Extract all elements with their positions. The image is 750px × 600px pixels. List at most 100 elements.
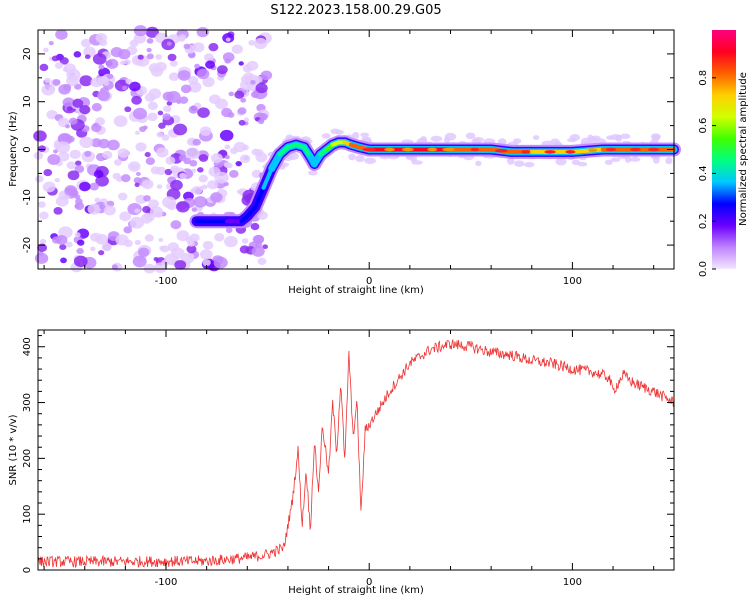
noise-blob — [134, 182, 140, 187]
colorbar-gradient — [712, 30, 736, 269]
noise-blob — [92, 53, 107, 65]
noise-blob — [157, 110, 164, 116]
noise-blob — [164, 168, 173, 176]
colorbar-tick-label: 0.0 — [698, 261, 709, 277]
noise-blob — [169, 60, 178, 67]
noise-blob — [62, 97, 75, 108]
noise-blob — [33, 130, 47, 142]
halo-blob — [532, 135, 540, 140]
noise-blob — [237, 107, 247, 115]
noise-blob — [55, 235, 68, 245]
y-tick-label: 0 — [22, 567, 33, 573]
y-tick-label: 20 — [22, 48, 33, 61]
noise-blob — [165, 156, 176, 165]
noise-blob — [93, 170, 104, 179]
noise-blob — [37, 145, 46, 153]
noise-blob — [147, 101, 158, 111]
noise-blob — [74, 164, 85, 174]
noise-blob — [145, 157, 156, 165]
noise-blob — [198, 174, 208, 183]
noise-blob — [168, 72, 180, 82]
x-tick-label: 100 — [563, 577, 582, 588]
y-tick-label: 10 — [22, 95, 33, 108]
noise-blob — [95, 234, 109, 245]
noise-blob — [251, 245, 265, 257]
halo-blob — [514, 160, 525, 167]
noise-blob — [98, 64, 105, 70]
noise-blob — [196, 68, 210, 80]
noise-blob — [65, 124, 70, 129]
noise-blob — [44, 77, 51, 83]
noise-blob — [201, 184, 208, 190]
noise-blob — [199, 249, 213, 260]
noise-blob — [262, 244, 268, 250]
noise-blob — [189, 159, 198, 167]
noise-blob — [43, 168, 53, 177]
noise-blob — [76, 247, 84, 255]
trace-hotspot — [401, 147, 414, 152]
noise-blob — [144, 234, 154, 242]
noise-blob — [240, 75, 250, 84]
noise-blob — [63, 83, 72, 91]
noise-blob — [74, 232, 81, 238]
noise-blob — [123, 226, 133, 234]
noise-blob — [135, 142, 147, 152]
colorbar-label: Normalized spectral amplitude — [738, 72, 749, 226]
noise-blob — [162, 113, 171, 121]
noise-blob — [134, 239, 141, 246]
y-tick-label: 0 — [22, 146, 33, 152]
snr-axes: -100 0 100 0 100 200 300 400 — [22, 330, 674, 588]
halo-blob — [360, 132, 370, 138]
noise-blob — [214, 232, 225, 242]
figure-title: S122.2023.158.00.29.G05 — [270, 3, 441, 18]
noise-blob — [188, 76, 199, 85]
noise-blob — [240, 97, 247, 103]
noise-blob — [235, 160, 242, 167]
noise-blob — [257, 257, 267, 265]
halo-blob — [555, 157, 567, 166]
noise-blob — [150, 166, 161, 175]
colorbar: 0.0 0.2 0.4 0.6 0.8 Normalized spectral ampl… — [698, 30, 749, 277]
noise-blob — [54, 177, 60, 183]
noise-blob — [170, 179, 183, 191]
noise-blob — [205, 60, 216, 69]
noise-blob — [53, 143, 61, 150]
noise-blob — [74, 204, 80, 209]
noise-blob — [219, 129, 234, 142]
x-tick-label: 0 — [366, 276, 372, 287]
noise-blob — [233, 141, 247, 153]
noise-blob — [115, 234, 129, 246]
noise-blob — [99, 39, 108, 47]
noise-blob — [197, 167, 204, 173]
noise-blob — [119, 211, 132, 222]
noise-blob — [187, 240, 195, 247]
x-tick-label: 0 — [366, 577, 372, 588]
noise-blob — [59, 57, 69, 65]
noise-blob — [79, 104, 91, 115]
noise-blob — [186, 244, 197, 254]
noise-blob — [177, 70, 191, 81]
trace-segment — [570, 147, 605, 154]
trace-hotspot — [647, 147, 660, 152]
colorbar-ticks: 0.0 0.2 0.4 0.6 0.8 — [698, 70, 716, 277]
noise-blob — [128, 81, 141, 92]
noise-blob — [193, 196, 208, 208]
y-tick-label: 200 — [22, 449, 33, 468]
halo-blob — [472, 136, 485, 143]
noise-blob — [134, 208, 141, 214]
noise-blob — [158, 122, 166, 129]
noise-blob — [214, 98, 229, 110]
noise-blob — [176, 201, 190, 213]
noise-blob — [127, 203, 142, 216]
noise-blob — [170, 220, 182, 230]
noise-blob — [156, 131, 163, 138]
noise-blob — [252, 234, 264, 245]
trace-hotspot — [544, 150, 556, 154]
colorbar-tick-label: 0.6 — [698, 118, 709, 134]
noise-blob — [161, 259, 170, 267]
noise-blob — [225, 227, 233, 234]
noise-blob — [224, 58, 232, 64]
noise-blob — [202, 259, 211, 267]
